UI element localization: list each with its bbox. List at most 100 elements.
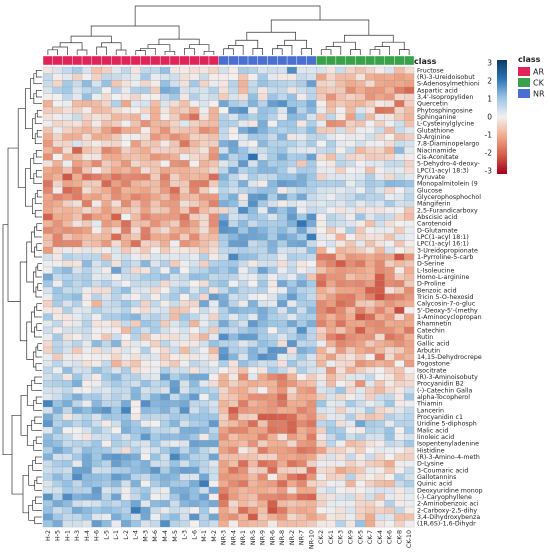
row-label: 3-Ureidopropionate — [417, 247, 478, 254]
heatmap-cell — [111, 213, 122, 221]
heatmap-cell — [160, 86, 171, 94]
heatmap-cell — [286, 193, 298, 201]
heatmap-cell — [218, 193, 229, 201]
heatmap-cell — [179, 180, 190, 188]
row-label: Carotenoid — [417, 221, 452, 228]
heatmap-cell — [179, 80, 190, 88]
heatmap-cell — [326, 453, 337, 461]
column-dendrogram — [47, 5, 410, 56]
heatmap-cell — [306, 440, 317, 448]
heatmap-cell — [62, 446, 73, 454]
heatmap-cell — [208, 426, 219, 434]
heatmap-cell — [179, 206, 190, 214]
heatmap-cell — [91, 386, 102, 394]
heatmap-cell — [345, 326, 356, 334]
heatmap-cell — [365, 246, 376, 254]
heatmap-cell — [140, 273, 151, 281]
heatmap-cell — [326, 286, 337, 294]
heatmap-cell — [150, 473, 161, 481]
dendrogram-branch — [276, 45, 293, 49]
class-bar-cell — [218, 55, 229, 66]
dendrogram-branch — [76, 49, 88, 52]
heatmap-cell — [306, 420, 317, 428]
heatmap-cell — [101, 260, 112, 268]
heatmap-cell — [238, 400, 249, 408]
heatmap-cell — [160, 80, 171, 88]
heatmap-cell — [140, 140, 151, 148]
heatmap-cell — [326, 66, 337, 74]
heatmap-cell — [218, 233, 229, 241]
heatmap-cell — [326, 293, 337, 301]
heatmap-cell — [42, 120, 53, 128]
heatmap-cell — [189, 473, 200, 481]
column-label: M-3 — [142, 530, 149, 542]
heatmap-cell — [62, 426, 73, 434]
heatmap-cell — [277, 306, 288, 314]
heatmap-cell — [189, 220, 200, 228]
heatmap-cell — [62, 473, 73, 481]
heatmap-cell — [199, 73, 210, 81]
heatmap-cell — [218, 306, 229, 314]
heatmap-cell — [120, 326, 132, 334]
heatmap-cell — [72, 293, 83, 301]
heatmap-cell — [316, 453, 327, 461]
heatmap-cell — [267, 500, 278, 508]
heatmap-cell — [101, 93, 112, 101]
heatmap-cell — [72, 220, 83, 228]
heatmap-cell — [306, 173, 317, 181]
heatmap-cell — [326, 393, 337, 401]
heatmap-cell — [111, 233, 122, 241]
heatmap-cell — [238, 446, 249, 454]
heatmap-cell — [91, 486, 102, 494]
heatmap-cell — [238, 426, 249, 434]
heatmap-cell — [335, 473, 346, 481]
heatmap-cell — [316, 213, 327, 221]
heatmap-cell — [120, 333, 132, 341]
heatmap-cell — [345, 346, 356, 354]
heatmap-cell — [374, 160, 385, 168]
heatmap-cell — [199, 166, 210, 174]
heatmap-cell — [189, 400, 200, 408]
heatmap-cell — [228, 146, 239, 154]
heatmap-cell — [72, 193, 83, 201]
heatmap-cell — [218, 386, 229, 394]
heatmap-cell — [238, 86, 249, 94]
heatmap-cell — [355, 413, 366, 421]
heatmap-cell — [42, 246, 53, 254]
heatmap-cell — [179, 453, 190, 461]
heatmap-cell — [72, 186, 83, 194]
heatmap-cell — [228, 180, 239, 188]
heatmap-cell — [81, 313, 92, 321]
heatmap-cell — [394, 320, 405, 328]
heatmap-cell — [286, 66, 298, 74]
heatmap-cell — [257, 166, 268, 174]
heatmap-cell — [91, 126, 102, 134]
heatmap-cell — [286, 73, 298, 81]
heatmap-cell — [140, 253, 151, 261]
dendrogram-branch — [36, 303, 39, 311]
heatmap-cell — [189, 166, 200, 174]
heatmap-cell — [218, 353, 229, 361]
heatmap-cell — [394, 180, 405, 188]
heatmap-cell — [150, 366, 161, 374]
heatmap-cell — [404, 320, 415, 328]
heatmap-cell — [199, 520, 210, 528]
heatmap-cell — [42, 253, 53, 261]
class-bar-cell — [335, 55, 346, 66]
heatmap-cell — [160, 446, 171, 454]
heatmap-cell — [267, 486, 278, 494]
heatmap-cell — [365, 66, 376, 74]
heatmap-cell — [81, 326, 92, 334]
heatmap-cell — [296, 420, 307, 428]
heatmap-cell — [306, 300, 317, 308]
heatmap-cell — [42, 160, 53, 168]
heatmap-cell — [345, 180, 356, 188]
heatmap-cell — [365, 413, 376, 421]
heatmap-cell — [306, 493, 317, 501]
heatmap-cell — [345, 200, 356, 208]
heatmap-cell — [208, 493, 219, 501]
heatmap-cell — [52, 73, 63, 81]
heatmap-cell — [218, 340, 229, 348]
heatmap-cell — [72, 300, 83, 308]
